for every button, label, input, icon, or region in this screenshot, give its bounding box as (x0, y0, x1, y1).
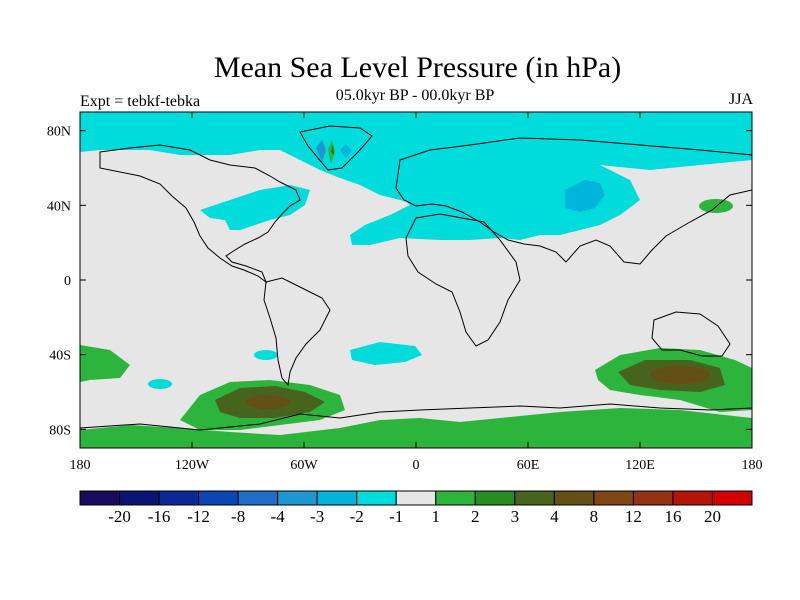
colorbar-swatch-11 (514, 490, 555, 506)
coastline-greenland (299, 125, 373, 171)
colorbar-swatch-3 (198, 490, 239, 506)
colorbar-swatch-8 (395, 490, 437, 506)
colorbar-swatch-13 (593, 490, 634, 506)
season-label: JJA (728, 91, 753, 108)
colorbar-swatch-16 (711, 490, 753, 506)
lon-tick-label: 180 (742, 458, 763, 473)
colorbar-label-6: -2 (350, 507, 364, 526)
lat-tick-label: 40S (49, 349, 71, 364)
lon-tick-1: 120W (175, 112, 210, 473)
coastline-australia (651, 311, 731, 357)
colorbar-label-10: 3 (511, 507, 520, 526)
colorbar: -20 -16 -12 -8 -4 -3 -2 -1 1 2 3 4 8 12 16 20 (79, 490, 753, 526)
coastline-south-america (263, 277, 331, 387)
colorbar-swatch-10 (474, 490, 516, 506)
colorbar-label-15: 20 (704, 507, 721, 526)
anomaly-region-eurasia (350, 145, 640, 245)
lon-tick-label: 120W (175, 458, 210, 473)
colorbar-label-5: -3 (310, 507, 324, 526)
anomaly-region-greenland-4 (340, 144, 352, 158)
colorbar-swatch-9 (435, 490, 476, 506)
anomaly-region-southern-ocean (80, 345, 130, 382)
colorbar-swatch-4 (237, 490, 279, 506)
map-plot-area (79, 111, 753, 449)
lat-tick-0: 80N (47, 125, 752, 140)
lon-tick-6: 180 (742, 112, 763, 473)
anomaly-region-north-america (200, 185, 310, 230)
experiment-label: Expt = tebkf-tebka (80, 93, 201, 110)
colorbar-swatch-12 (553, 490, 595, 506)
anomaly-region-nw-pacific (699, 199, 733, 213)
lat-tick-1: 40N (47, 199, 752, 214)
coastlines (80, 125, 752, 431)
lat-tick-label: 80S (49, 423, 71, 438)
colorbar-label-7: -1 (389, 507, 403, 526)
anomaly-region-small-1 (254, 350, 278, 360)
lat-tick-label: 80N (47, 125, 71, 140)
colorbar-swatch-14 (632, 490, 674, 506)
anomaly-region-greenland-1 (316, 140, 326, 162)
colorbar-label-9: 2 (471, 507, 480, 526)
lon-tick-label: 180 (70, 458, 91, 473)
colorbar-swatch-7 (356, 490, 397, 506)
lat-tick-2: 0 (64, 274, 752, 289)
colorbar-label-8: 1 (432, 507, 441, 526)
colorbar-label-13: 12 (625, 507, 642, 526)
colorbar-swatch-15 (672, 490, 713, 506)
lon-tick-5: 120E (625, 112, 655, 473)
colorbar-label-4: -4 (271, 507, 286, 526)
lon-tick-label: 60E (517, 458, 540, 473)
lat-tick-label: 40N (47, 199, 71, 214)
colorbar-label-2: -12 (187, 507, 210, 526)
lon-tick-label: 120E (625, 458, 655, 473)
map-title: Mean Sea Level Pressure (in hPa) (213, 51, 622, 84)
colorbar-label-3: -8 (231, 507, 245, 526)
anomaly-peak-australia (650, 366, 710, 384)
lat-tick-4: 80S (49, 423, 752, 438)
lon-tick-3: 0 (413, 112, 420, 473)
lon-tick-4: 60E (517, 112, 540, 473)
coastline-antarctica (80, 403, 752, 431)
anomaly-region-central-asia (565, 180, 605, 212)
pressure-anomaly-field (80, 112, 752, 448)
colorbar-swatch-0 (79, 490, 121, 506)
colorbar-label-1: -16 (148, 507, 171, 526)
map-subtitle: 05.0kyr BP - 00.0kyr BP (335, 87, 495, 104)
axis-ticks: 180 120W 60W 0 60E 120E 180 80N 40N 0 40S 80S (47, 112, 763, 473)
coastline-africa (405, 213, 521, 347)
colorbar-swatch-5 (277, 490, 318, 506)
lon-tick-2: 60W (290, 112, 318, 473)
anomaly-region-south-atlantic (350, 342, 422, 365)
anomaly-region-greenland-3 (331, 145, 334, 155)
lon-tick-label: 0 (413, 458, 420, 473)
coastline-eurasia (395, 137, 752, 265)
colorbar-swatch-6 (316, 490, 358, 506)
colorbar-label-0: -20 (108, 507, 131, 526)
colorbar-swatch-2 (158, 490, 200, 506)
anomaly-region-small-2 (148, 379, 172, 389)
coastline-north-america (99, 144, 301, 284)
colorbar-swatch-1 (119, 490, 160, 506)
anomaly-peak-south-pacific (246, 395, 290, 409)
lat-tick-label: 0 (64, 274, 71, 289)
colorbar-label-12: 8 (590, 507, 599, 526)
lon-tick-label: 60W (290, 458, 318, 473)
lon-tick-0: 180 (70, 112, 91, 473)
anomaly-region-antarctic (80, 408, 752, 448)
lat-tick-3: 40S (49, 349, 752, 364)
colorbar-label-11: 4 (550, 507, 559, 526)
colorbar-label-14: 16 (664, 507, 681, 526)
